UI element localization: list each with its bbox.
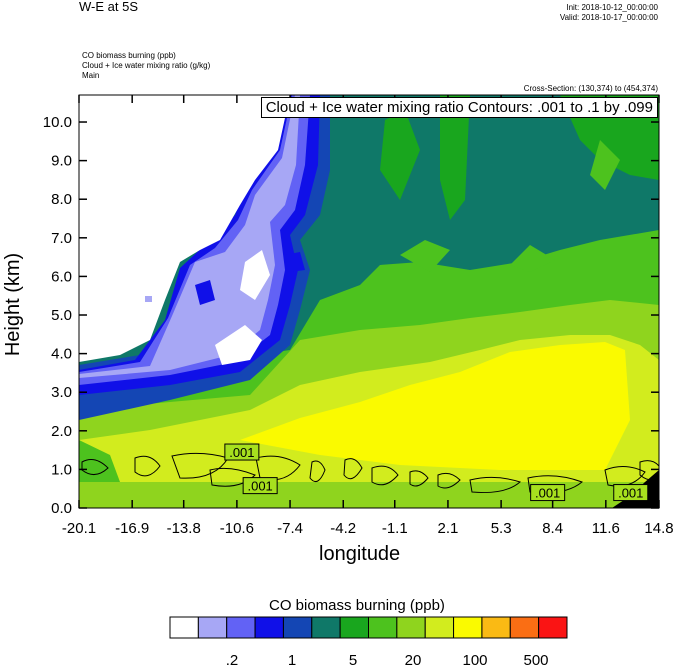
field-layer-white-pocket2 <box>215 325 262 365</box>
contour-label-box <box>224 443 260 461</box>
field-layer-left-green <box>79 440 120 482</box>
x-axis: -20.1 -16.9 -13.8 -10.6 -7.4 -4.2 -1.1 2.1 5.3 8.… <box>62 95 674 537</box>
plot-title: W-E at 5S <box>79 0 139 14</box>
plot-frame <box>78 94 660 509</box>
valid-time: Valid: 2018-10-17_00:00:00 <box>559 13 658 22</box>
colorbar-swatch <box>538 616 568 639</box>
colorbar-swatch <box>282 616 313 639</box>
init-time: Init: 2018-10-12_00:00:00 <box>566 3 658 12</box>
y-tick-label: 3.0 <box>51 384 72 401</box>
colorbar-swatch <box>254 616 284 639</box>
x-tick-label: 11.6 <box>592 520 620 537</box>
colorbar-swatch <box>169 616 199 639</box>
contour-label-box <box>242 477 278 495</box>
field-layer-lavender <box>79 95 300 378</box>
field-layer-white <box>79 95 290 362</box>
y-tick-label: 10.0 <box>43 114 72 131</box>
x-tick-label: 5.3 <box>491 520 512 537</box>
y-axis-title: Height (km) <box>2 252 25 357</box>
field-layer-yellow <box>240 342 630 470</box>
cross-section-label: Cross-Section: (130,374) to (454,374) <box>523 84 658 93</box>
colorbar-swatch <box>197 616 228 639</box>
x-tick-label: -13.8 <box>167 520 201 537</box>
x-tick-label: -10.6 <box>220 520 254 537</box>
colorbar-label: 100 <box>462 652 487 667</box>
field-layer-ground <box>79 482 659 508</box>
contour-7 <box>343 458 363 480</box>
contour-14 <box>639 460 659 481</box>
contour-2 <box>134 455 161 477</box>
colorbar-swatch <box>339 616 369 639</box>
contour-11 <box>469 476 522 493</box>
y-tick-label: 4.0 <box>51 346 72 363</box>
overlay-contour-label: Cloud + Ice water mixing ratio Contours:… <box>260 97 658 118</box>
colorbar-swatch <box>226 616 256 639</box>
colorbar-swatch <box>368 616 398 639</box>
colorbar: .2 1 5 20 100 500 <box>169 616 568 667</box>
contour-label-box <box>613 484 649 502</box>
field-blob-2 <box>284 252 305 272</box>
contour-8 <box>371 465 399 486</box>
colorbar-title: CO biomass burning (ppb) <box>269 597 445 614</box>
x-tick-label: 8.4 <box>542 520 563 537</box>
contour-label: .001 <box>229 445 254 460</box>
contour-10 <box>437 472 461 489</box>
y-tick-label: 7.0 <box>51 230 72 247</box>
contour-9 <box>409 470 429 487</box>
x-axis-title: longitude <box>319 543 401 565</box>
field-layer-green-streaks <box>380 95 470 220</box>
x-tick-label: -7.4 <box>277 520 303 537</box>
field-layer-green-patch <box>590 140 620 190</box>
colorbar-label: .2 <box>226 652 239 667</box>
field-blob-1 <box>195 280 215 305</box>
contour-labels: .001 .001 .001 .001 <box>224 443 649 502</box>
colorbar-swatch <box>424 616 455 639</box>
x-tick-label: -1.1 <box>382 520 408 537</box>
y-tick-label: 9.0 <box>51 153 72 170</box>
y-tick-label: 1.0 <box>51 461 72 478</box>
contour-label: .001 <box>618 486 643 501</box>
cloud-contours <box>81 452 659 494</box>
contour-label: .001 <box>535 486 560 501</box>
y-tick-label: 0.0 <box>51 500 72 517</box>
x-tick-label: -16.9 <box>115 520 149 537</box>
colorbar-label: 5 <box>349 652 357 667</box>
y-tick-label: 6.0 <box>51 268 72 285</box>
colorbar-label: 1 <box>288 652 296 667</box>
x-tick-label: -20.1 <box>62 520 96 537</box>
field-blob-3 <box>145 296 152 302</box>
contour-6 <box>309 460 326 483</box>
colorbar-swatch <box>396 616 426 639</box>
y-tick-label: 8.0 <box>51 191 72 208</box>
x-tick-label: 14.8 <box>644 520 673 537</box>
field-layer-lightgreen-patches <box>400 240 555 272</box>
y-tick-label: 2.0 <box>51 423 72 440</box>
x-tick-label: 2.1 <box>438 520 459 537</box>
contour-1 <box>81 459 109 475</box>
colorbar-label: 500 <box>523 652 548 667</box>
field-label-co: CO biomass burning (ppb) <box>82 51 176 60</box>
colorbar-swatch <box>311 616 341 639</box>
colorbar-swatch <box>481 616 511 639</box>
contour-4 <box>209 467 256 487</box>
co-field <box>79 95 659 508</box>
colorbar-swatch <box>509 616 540 639</box>
field-label-cloud: Cloud + Ice water mixing ratio (g/kg) <box>82 61 211 70</box>
y-tick-label: 5.0 <box>51 307 72 324</box>
colorbar-label: 20 <box>405 652 422 667</box>
contour-label-box <box>530 484 566 502</box>
y-axis: 0.0 1.0 2.0 3.0 4.0 5.0 6.0 7.0 8.0 9.0 10.0 <box>43 114 659 517</box>
field-layer-white-pocket <box>240 250 270 300</box>
field-label-main: Main <box>82 71 100 80</box>
x-tick-label: -4.2 <box>330 520 356 537</box>
contour-label: .001 <box>247 479 272 494</box>
colorbar-swatch <box>453 616 483 639</box>
